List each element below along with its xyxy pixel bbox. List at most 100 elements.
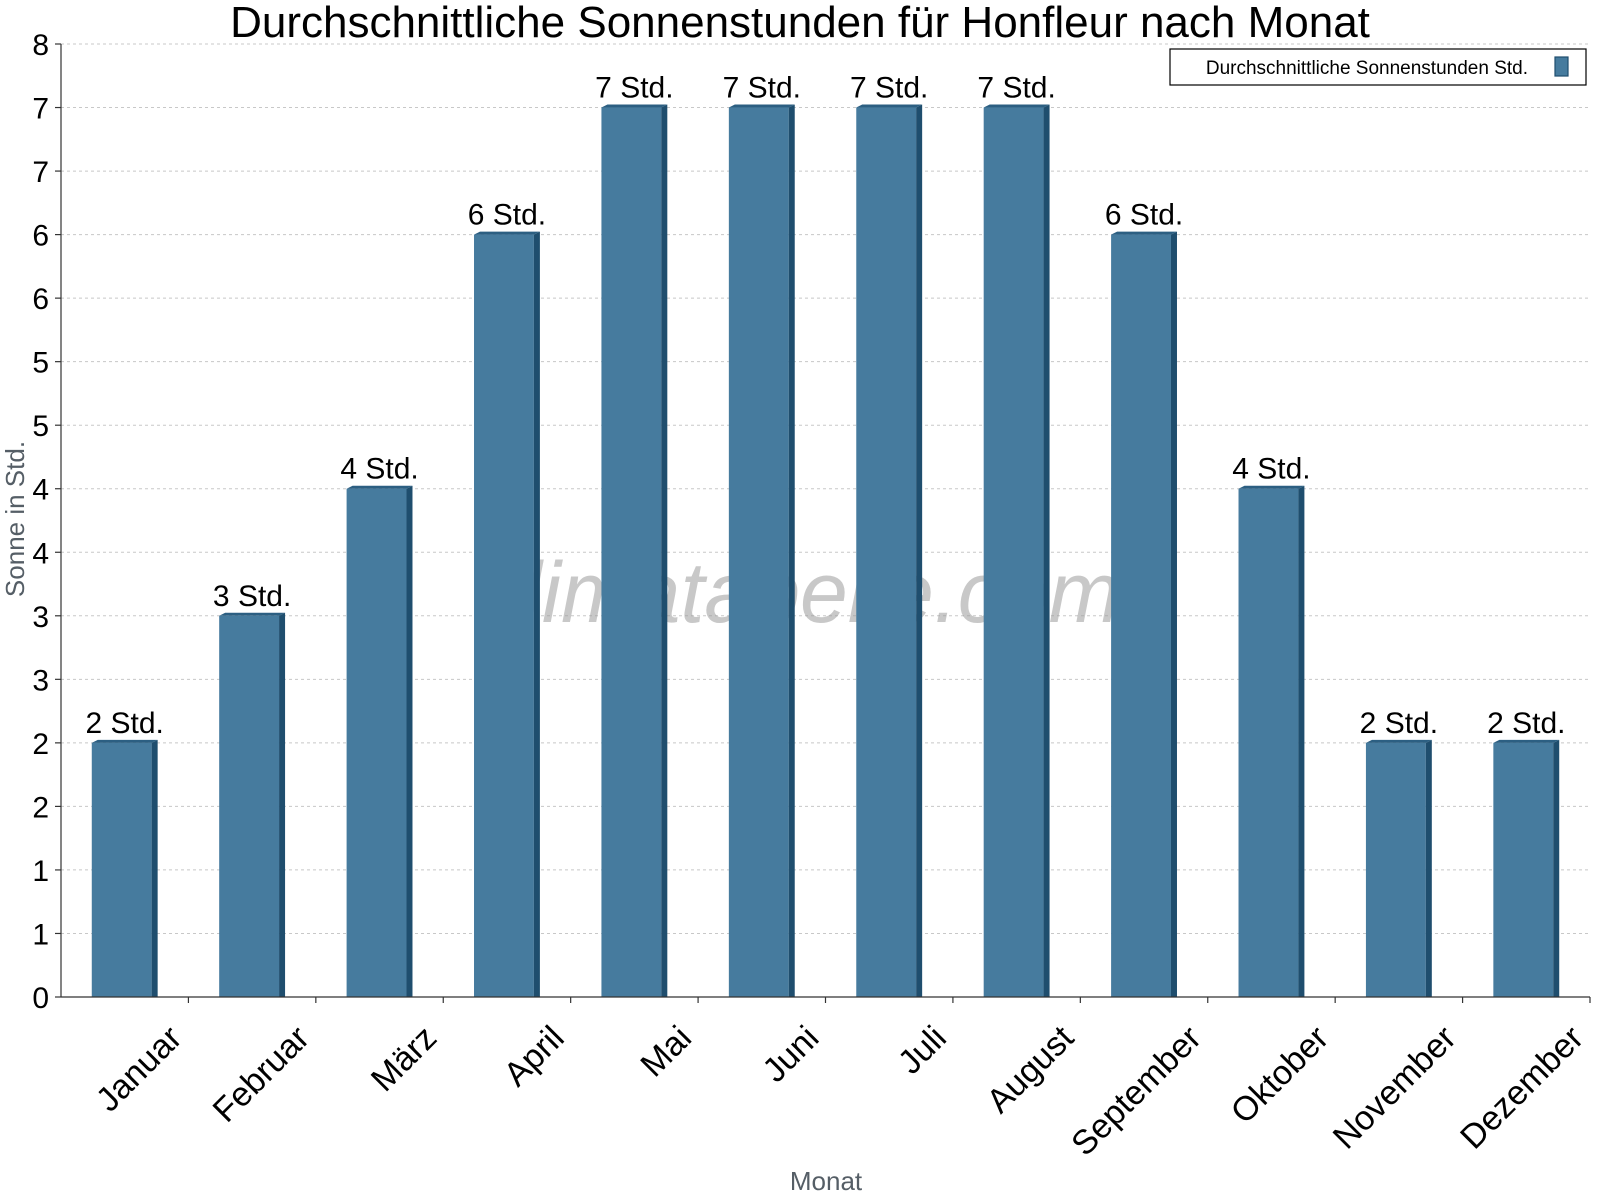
bars xyxy=(91,104,1560,998)
bar-dezember[interactable] xyxy=(1493,739,1560,997)
axes xyxy=(60,44,1590,998)
y-tick-label: 7 xyxy=(32,156,49,189)
bar-front xyxy=(1238,488,1299,997)
x-tick-label: August xyxy=(980,1018,1082,1120)
data-label: 7 Std. xyxy=(850,72,928,105)
bar-side xyxy=(151,739,158,997)
y-tick-label: 3 xyxy=(32,601,49,634)
y-tick-label: 7 xyxy=(32,93,49,126)
legend-box xyxy=(1169,48,1587,86)
bar-front xyxy=(728,107,789,998)
x-tick-label: April xyxy=(497,1019,572,1094)
bar-top xyxy=(983,104,1050,108)
bar-februar[interactable] xyxy=(219,612,286,997)
bar-front xyxy=(983,107,1044,998)
x-tick-label: Januar xyxy=(89,1019,189,1119)
y-tick-label: 4 xyxy=(32,537,49,570)
bar-juni[interactable] xyxy=(728,104,795,998)
data-label: 2 Std. xyxy=(86,707,164,740)
bar-front xyxy=(1111,234,1171,998)
bar-top xyxy=(856,104,923,108)
bar-front xyxy=(1365,742,1426,997)
bar-september[interactable] xyxy=(1111,231,1177,998)
bar-side xyxy=(533,231,540,998)
data-labels: 2 Std. 3 Std. 4 Std. 6 Std. 7 Std. 7 Std. 7 St… xyxy=(86,72,1566,740)
y-tick-label: 4 xyxy=(32,474,49,507)
data-label: 2 Std. xyxy=(1360,707,1438,740)
bar-side xyxy=(661,104,668,998)
bar-top xyxy=(1111,231,1177,235)
bar-side xyxy=(916,104,923,998)
data-label: 3 Std. xyxy=(213,580,291,613)
bar-januar[interactable] xyxy=(91,739,158,997)
bar-front xyxy=(856,107,917,998)
bar-side xyxy=(1298,485,1305,997)
data-label: 2 Std. xyxy=(1487,707,1565,740)
x-axis-label: Monat xyxy=(790,1166,863,1196)
bar-side xyxy=(1553,739,1560,997)
bar-front xyxy=(1493,742,1554,997)
bar-side xyxy=(788,104,795,998)
data-label: 7 Std. xyxy=(977,72,1055,105)
y-tick-label: 5 xyxy=(32,347,49,380)
bar-top xyxy=(219,612,286,616)
y-tick-label: 2 xyxy=(32,791,49,824)
legend-label: Durchschnittliche Sonnenstunden Std. xyxy=(1206,58,1528,79)
bar-top xyxy=(346,485,413,489)
y-tick-label: 6 xyxy=(32,283,49,316)
bar-side xyxy=(1170,231,1177,998)
bar-mai[interactable] xyxy=(601,104,668,998)
bar-top xyxy=(474,231,540,235)
bar-front xyxy=(219,615,280,997)
bar-side xyxy=(1425,739,1432,997)
bar-top xyxy=(601,104,668,108)
bar-front xyxy=(346,488,407,997)
legend-swatch xyxy=(1554,56,1569,77)
y-tick-label: 2 xyxy=(32,728,49,761)
data-label: 7 Std. xyxy=(723,72,801,105)
x-tick-label: Dezember xyxy=(1453,1019,1591,1157)
data-label: 7 Std. xyxy=(595,72,673,105)
x-tick-label: Mai xyxy=(633,1019,699,1085)
x-axis-ticks: Januar Februar März April Mai Juni Juli AugustS… xyxy=(89,997,1591,1163)
y-axis-label: Sonne in Std. xyxy=(0,441,30,597)
x-tick-label: September xyxy=(1064,1019,1208,1163)
bar-oktober[interactable] xyxy=(1238,485,1305,997)
bar-side xyxy=(1043,104,1050,998)
y-tick-label: 8 xyxy=(32,29,49,62)
bar-april[interactable] xyxy=(474,231,540,998)
bar-märz[interactable] xyxy=(346,485,413,997)
bar-front xyxy=(474,234,534,998)
y-axis-ticks: 0 1 1 2 2 3 3 4 4 5 5 6 6 7 7 8 xyxy=(32,29,61,1015)
y-tick-label: 3 xyxy=(32,664,49,697)
bar-top xyxy=(1365,739,1432,743)
bar-front xyxy=(91,742,152,997)
data-label: 6 Std. xyxy=(468,199,546,232)
chart-title: Durchschnittliche Sonnenstunden für Honf… xyxy=(230,0,1370,47)
bar-top xyxy=(1493,739,1560,743)
y-tick-label: 5 xyxy=(32,410,49,443)
x-tick-label: November xyxy=(1326,1019,1464,1157)
data-label: 4 Std. xyxy=(1232,453,1310,486)
bar-november[interactable] xyxy=(1365,739,1432,997)
bar-top xyxy=(728,104,795,108)
y-tick-label: 1 xyxy=(32,855,49,888)
x-tick-label: März xyxy=(364,1019,444,1099)
data-label: 6 Std. xyxy=(1105,199,1183,232)
bar-august[interactable] xyxy=(983,104,1050,998)
bar-juli[interactable] xyxy=(856,104,923,998)
bar-top xyxy=(91,739,158,743)
bar-side xyxy=(406,485,413,997)
x-tick-label: Juni xyxy=(755,1019,826,1090)
legend[interactable]: Durchschnittliche Sonnenstunden Std. xyxy=(1169,48,1587,86)
data-label: 4 Std. xyxy=(340,453,418,486)
bar-front xyxy=(601,107,662,998)
x-tick-label: Oktober xyxy=(1224,1019,1336,1131)
y-tick-label: 6 xyxy=(32,220,49,253)
y-tick-label: 1 xyxy=(32,918,49,951)
x-tick-label: Juli xyxy=(891,1019,954,1082)
bar-top xyxy=(1238,485,1305,489)
x-tick-label: Februar xyxy=(206,1019,317,1130)
